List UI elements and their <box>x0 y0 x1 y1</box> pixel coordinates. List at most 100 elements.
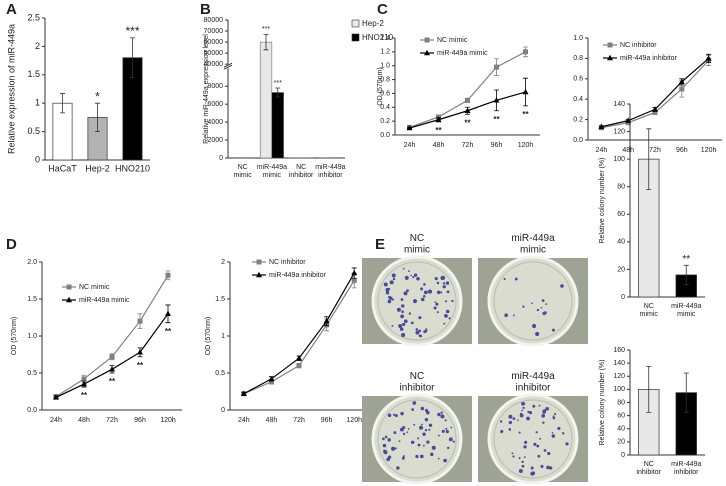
legend-label: HNO210 <box>362 33 394 42</box>
y-tick-label: 0.5 <box>27 370 37 377</box>
y-tick-label: 20 <box>617 266 625 273</box>
panel-letter: B <box>200 1 211 18</box>
colony-dot <box>400 298 404 301</box>
marker <box>165 310 171 316</box>
marker <box>406 124 413 131</box>
x-tick-label: 48h <box>78 417 90 424</box>
colony-dot <box>531 302 533 305</box>
colony-dot <box>402 455 405 458</box>
marker <box>522 88 529 95</box>
colony-dot <box>440 414 445 419</box>
colony-dot <box>508 428 512 431</box>
colony-dot <box>521 464 525 468</box>
y-axis-label: Relative colony number (%) <box>599 360 606 446</box>
marker <box>81 380 87 387</box>
y-tick-label: 140 <box>613 360 625 367</box>
colony-dot <box>552 415 555 418</box>
colony-dot <box>535 331 540 337</box>
panel-letter: C <box>377 1 388 18</box>
colony-dot <box>410 321 414 325</box>
colony-dot <box>387 287 391 290</box>
marker <box>296 355 302 361</box>
legend-swatch <box>351 33 360 42</box>
x-tick-label: 120h <box>346 417 362 424</box>
colony-dot <box>394 414 398 418</box>
y-tick-label: 2000 <box>207 137 223 144</box>
y-tick-label: 100 <box>613 386 625 393</box>
colony-dot <box>391 298 395 301</box>
x-tick-label: 96h <box>321 417 333 424</box>
marker <box>523 49 528 55</box>
colony-dot <box>424 429 428 432</box>
y-tick-label: 70000 <box>204 28 224 35</box>
marker <box>351 269 358 276</box>
photo-label: NC inhibitor <box>399 371 435 394</box>
colony-dot <box>521 401 525 406</box>
colony-dot <box>448 437 453 442</box>
error-bar <box>683 372 689 413</box>
y-tick-label: 40 <box>617 239 625 246</box>
colony-dot <box>446 446 450 450</box>
marker <box>678 78 685 85</box>
colony-dot <box>518 469 523 473</box>
y-tick-label: 0 <box>621 452 625 459</box>
y-tick-label: 0 <box>35 154 40 164</box>
x-tick-label: 72h <box>649 147 661 154</box>
colony-dot <box>443 458 447 463</box>
y-tick-label: 1 <box>35 98 40 108</box>
legend-label: miR-449a inhibitor <box>620 55 677 62</box>
colony-dot <box>396 307 401 312</box>
colony-dot <box>446 290 450 294</box>
legend-label: NC mimic <box>437 37 468 44</box>
colony-dot <box>413 273 418 277</box>
colony-dot <box>387 299 392 304</box>
petri-rim <box>493 399 573 479</box>
legend-label: NC inhibitor <box>620 42 657 49</box>
y-tick-label: 0.0 <box>380 132 390 139</box>
y-tick-label: 100 <box>613 156 625 163</box>
legend-label: miR-449a mimic <box>437 50 488 57</box>
x-tick-label: HaCaT <box>48 163 77 173</box>
series-line <box>601 57 709 128</box>
colony-dot <box>401 304 405 308</box>
marker <box>705 55 712 61</box>
x-tick-label: 48h <box>433 142 445 149</box>
y-tick-label: 60 <box>617 412 625 419</box>
significance-label: * <box>95 89 100 103</box>
colony-dot <box>540 464 544 468</box>
colony-dot <box>417 437 420 440</box>
y-tick-label: 2.5 <box>27 12 40 22</box>
colony-dot <box>410 274 412 277</box>
colony-dot <box>391 324 394 327</box>
marker <box>493 97 500 103</box>
significance-label: ** <box>109 377 116 386</box>
axis-break-mark <box>223 62 233 68</box>
series-line <box>601 60 710 129</box>
colony-dot <box>557 426 561 431</box>
y-tick-label: 0.8 <box>380 76 390 83</box>
marker <box>296 363 302 369</box>
y-tick-label: 4000 <box>207 119 223 126</box>
marker <box>256 259 262 265</box>
colony-dot <box>537 454 541 458</box>
colony-dot <box>428 428 431 431</box>
error-bar <box>60 93 65 114</box>
significance-label: ** <box>682 254 690 265</box>
x-tick-label: NC inhibitor <box>636 461 661 476</box>
axis-break-gap <box>224 64 232 69</box>
colony-dot <box>402 432 406 436</box>
petri-rim <box>377 261 457 341</box>
series-line <box>243 272 355 395</box>
colony-dot <box>442 282 446 285</box>
photo-label: miR-449a inhibitor <box>511 371 555 394</box>
y-tick-label: 0 <box>621 294 625 301</box>
colony-dot <box>523 445 527 449</box>
colony-dot <box>440 275 445 281</box>
colony-dot <box>413 423 416 426</box>
colony-dot <box>426 440 430 444</box>
x-tick-label: 48h <box>622 147 634 154</box>
marker <box>607 42 613 48</box>
colony-dot <box>400 314 405 319</box>
y-tick-label: 0.2 <box>573 116 583 123</box>
marker <box>652 109 658 115</box>
